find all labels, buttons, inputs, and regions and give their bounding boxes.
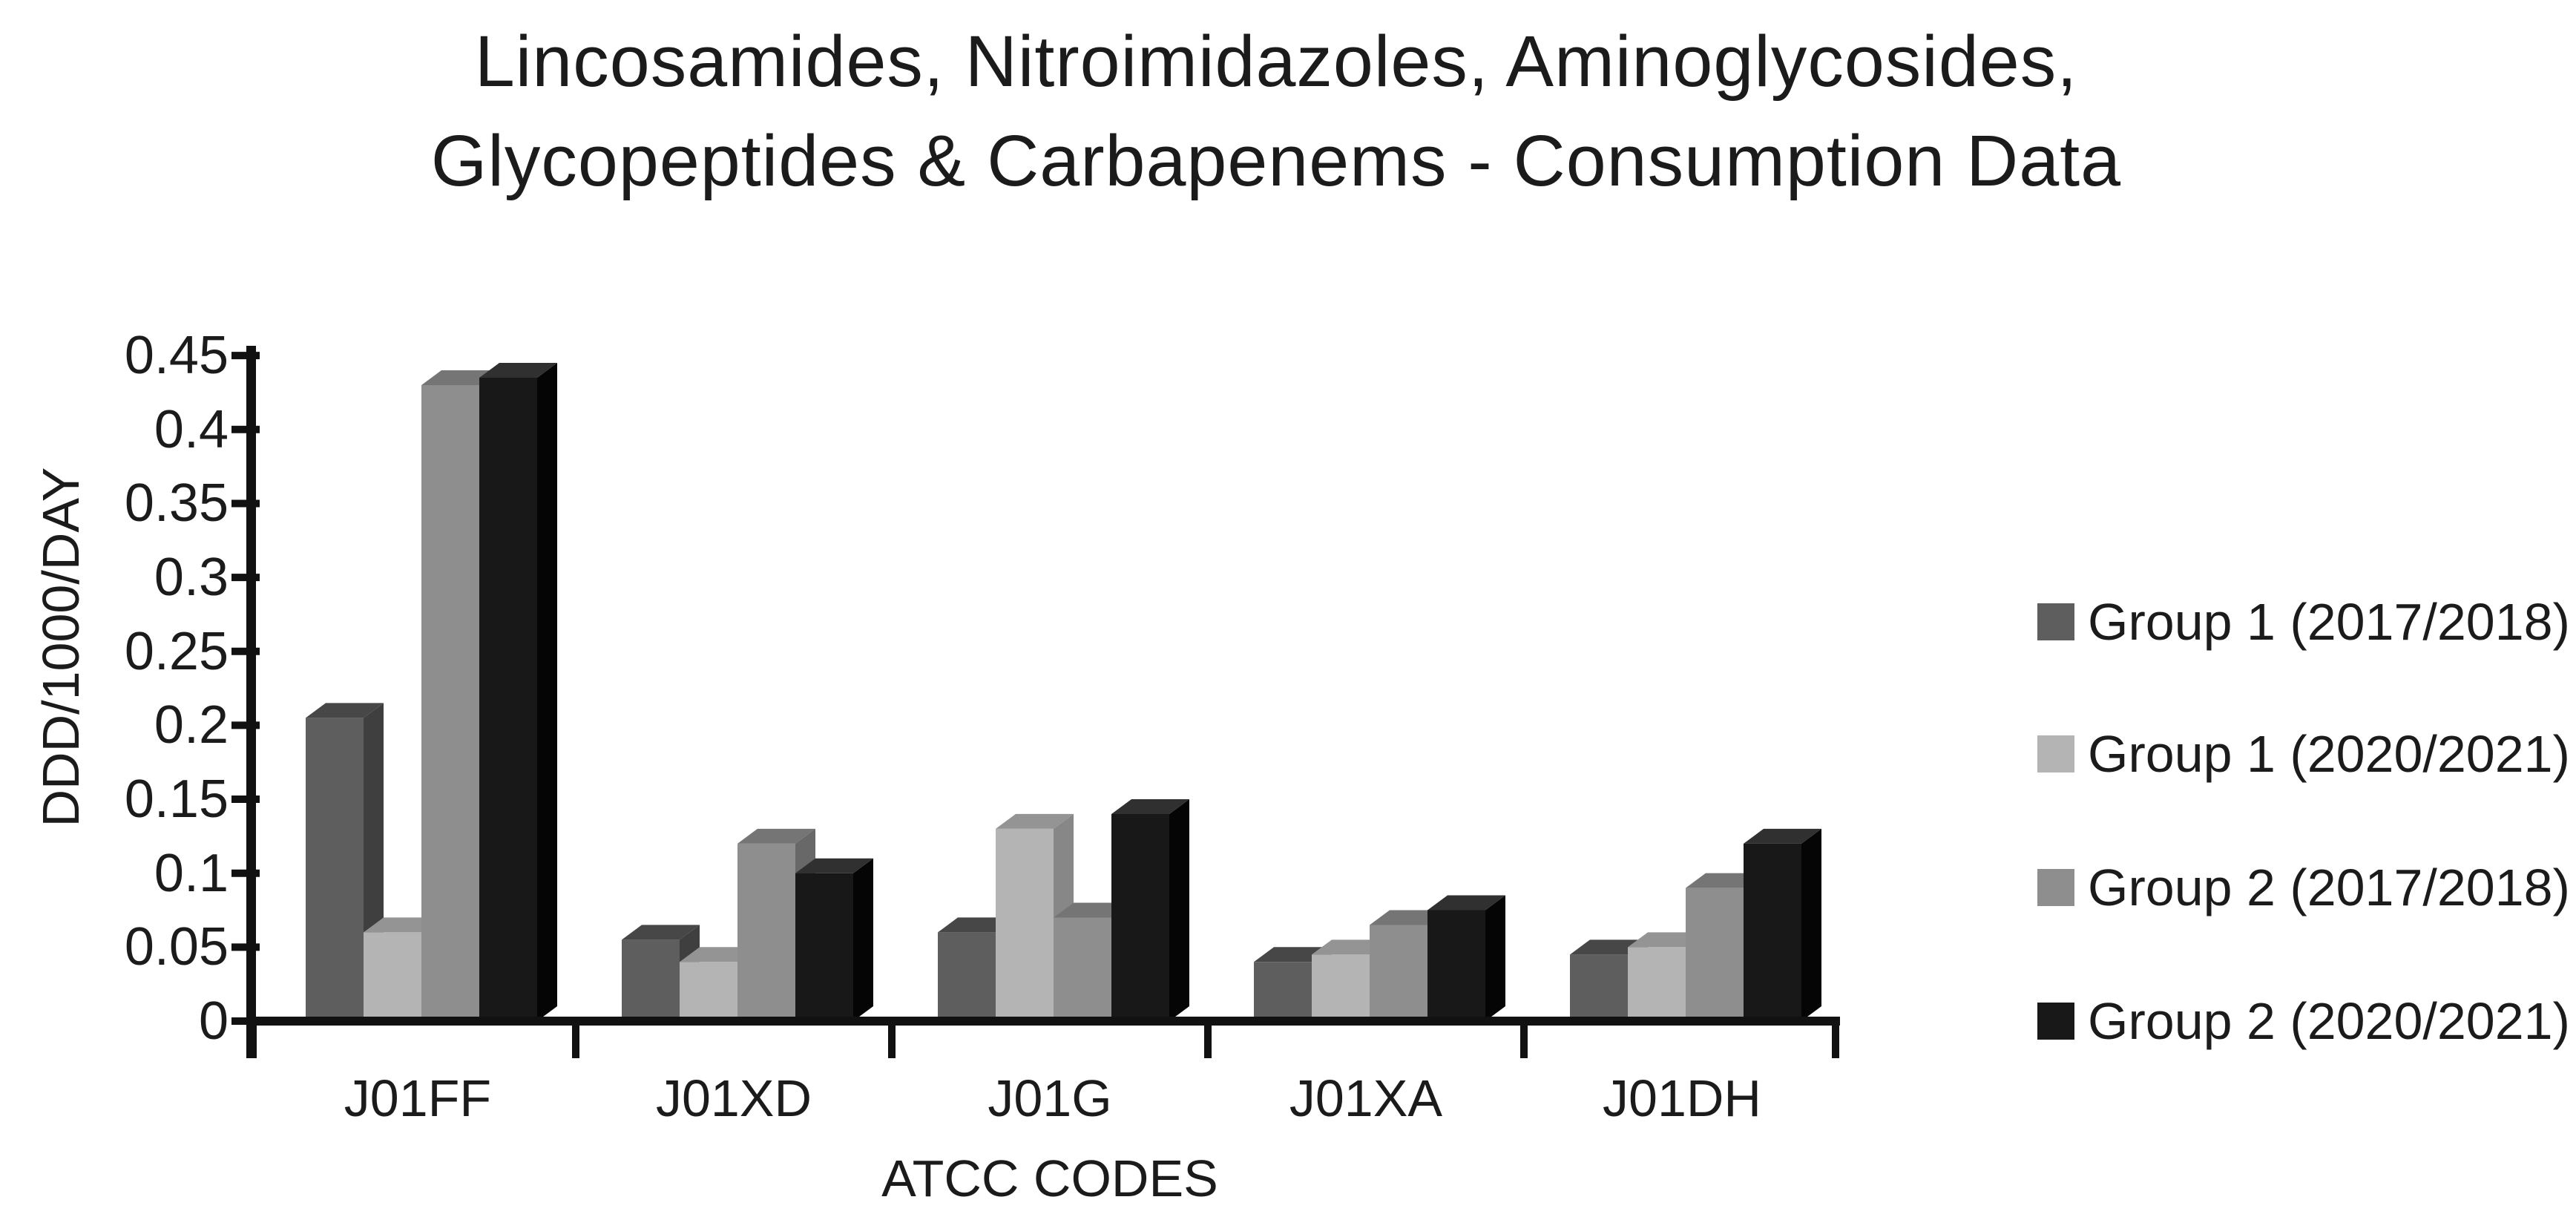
x-category-label-J01FF: J01FF [344, 1069, 492, 1127]
legend-label: Group 1 (2017/2018) [2088, 593, 2570, 651]
x-axis-title: ATCC CODES [881, 1149, 1218, 1207]
bar-top-J01G-series4 [1111, 798, 1189, 814]
bar-J01XA-series2 [1312, 954, 1370, 1021]
y-tick-mark-6 [231, 574, 260, 582]
bar-top-J01FF-series4 [479, 363, 557, 378]
bar-J01G-series4 [1111, 813, 1169, 1021]
y-tick-mark-8 [231, 425, 260, 433]
bar-top-J01XA-series4 [1427, 895, 1505, 911]
bar-side-J01FF-series4 [537, 363, 557, 1021]
bar-J01XD-series4 [795, 873, 853, 1021]
bar-J01DH-series2 [1628, 947, 1686, 1021]
bar-J01XA-series4 [1427, 910, 1485, 1021]
y-tick-label-0.05: 0.05 [124, 917, 229, 977]
x-tick-mark-4 [1520, 1026, 1528, 1058]
bar-side-J01XD-series4 [853, 858, 873, 1021]
legend-swatch-icon [2037, 869, 2074, 906]
bar-top-J01XD-series3 [737, 828, 815, 844]
y-tick-mark-4 [231, 721, 260, 729]
bar-J01DH-series4 [1744, 843, 1801, 1021]
legend-item-1: Group 1 (2017/2018) [2037, 591, 2570, 653]
bar-J01G-series2 [996, 828, 1054, 1021]
y-tick-label-0.25: 0.25 [124, 621, 229, 681]
bar-J01XD-series3 [737, 843, 795, 1021]
chart-title: Lincosamides, Nitroimidazoles, Aminoglyc… [0, 12, 2552, 211]
legend-label: Group 2 (2020/2021) [2088, 992, 2570, 1050]
chart-title-line2: Glycopeptides & Carbapenems - Consumptio… [430, 120, 2122, 201]
legend-item-2: Group 1 (2020/2021) [2037, 723, 2570, 785]
y-tick-mark-7 [231, 499, 260, 508]
y-tick-mark-5 [231, 647, 260, 655]
legend-item-3: Group 2 (2017/2018) [2037, 856, 2570, 919]
bar-top-J01DH-series4 [1744, 828, 1821, 844]
bar-side-J01G-series4 [1169, 798, 1189, 1021]
y-tick-label-0: 0 [198, 991, 229, 1051]
bar-J01FF-series4 [479, 378, 537, 1021]
y-axis-line [246, 346, 256, 1058]
bar-side-J01XA-series4 [1485, 895, 1505, 1021]
legend-label: Group 2 (2017/2018) [2088, 859, 2570, 916]
x-tick-mark-1 [572, 1026, 579, 1058]
bar-top-J01XD-series1 [622, 925, 700, 940]
bar-J01XD-series2 [680, 962, 737, 1021]
x-category-label-J01XA: J01XA [1289, 1069, 1443, 1127]
bar-J01FF-series2 [364, 932, 421, 1021]
bar-J01XA-series3 [1370, 925, 1427, 1021]
y-tick-label-0.4: 0.4 [154, 399, 229, 459]
bar-J01G-series1 [938, 932, 996, 1021]
bar-top-J01G-series2 [996, 813, 1074, 829]
bar-J01DH-series3 [1686, 888, 1744, 1021]
x-category-label-J01XD: J01XD [655, 1069, 812, 1127]
bar-side-J01DH-series4 [1801, 828, 1821, 1021]
y-tick-label-0.15: 0.15 [124, 770, 229, 830]
x-category-label-J01G: J01G [988, 1069, 1112, 1127]
x-tick-mark-0 [249, 1026, 257, 1058]
bar-J01FF-series3 [421, 385, 479, 1021]
bar-top-J01XD-series4 [795, 858, 873, 873]
y-tick-mark-1 [231, 943, 260, 951]
bar-J01XA-series1 [1254, 962, 1312, 1021]
legend-swatch-icon [2037, 1003, 2074, 1040]
y-tick-label-0.1: 0.1 [154, 843, 229, 903]
legend-swatch-icon [2037, 603, 2074, 640]
legend-label: Group 1 (2020/2021) [2088, 725, 2570, 783]
x-category-label-J01DH: J01DH [1603, 1069, 1761, 1127]
y-tick-label-0.45: 0.45 [124, 326, 229, 386]
bar-top-J01FF-series1 [306, 703, 384, 718]
y-tick-mark-9 [231, 352, 260, 360]
bar-J01DH-series1 [1570, 954, 1628, 1021]
bar-J01FF-series1 [306, 718, 364, 1021]
bar-J01XD-series1 [622, 939, 680, 1021]
y-tick-mark-2 [231, 869, 260, 877]
y-tick-label-0.2: 0.2 [154, 695, 229, 755]
y-tick-mark-3 [231, 796, 260, 804]
x-tick-mark-5 [1832, 1026, 1839, 1058]
y-tick-label-0.35: 0.35 [124, 473, 229, 534]
x-tick-mark-3 [1204, 1026, 1212, 1058]
chart-title-line1: Lincosamides, Nitroimidazoles, Aminoglyc… [474, 21, 2078, 102]
y-tick-mark-0 [231, 1017, 260, 1025]
y-tick-label-0.3: 0.3 [154, 548, 229, 608]
bar-J01G-series3 [1054, 917, 1111, 1021]
x-axis-line [246, 1017, 1840, 1026]
x-tick-mark-2 [888, 1026, 896, 1058]
legend-item-4: Group 2 (2020/2021) [2037, 990, 2570, 1052]
legend-swatch-icon [2037, 735, 2074, 772]
